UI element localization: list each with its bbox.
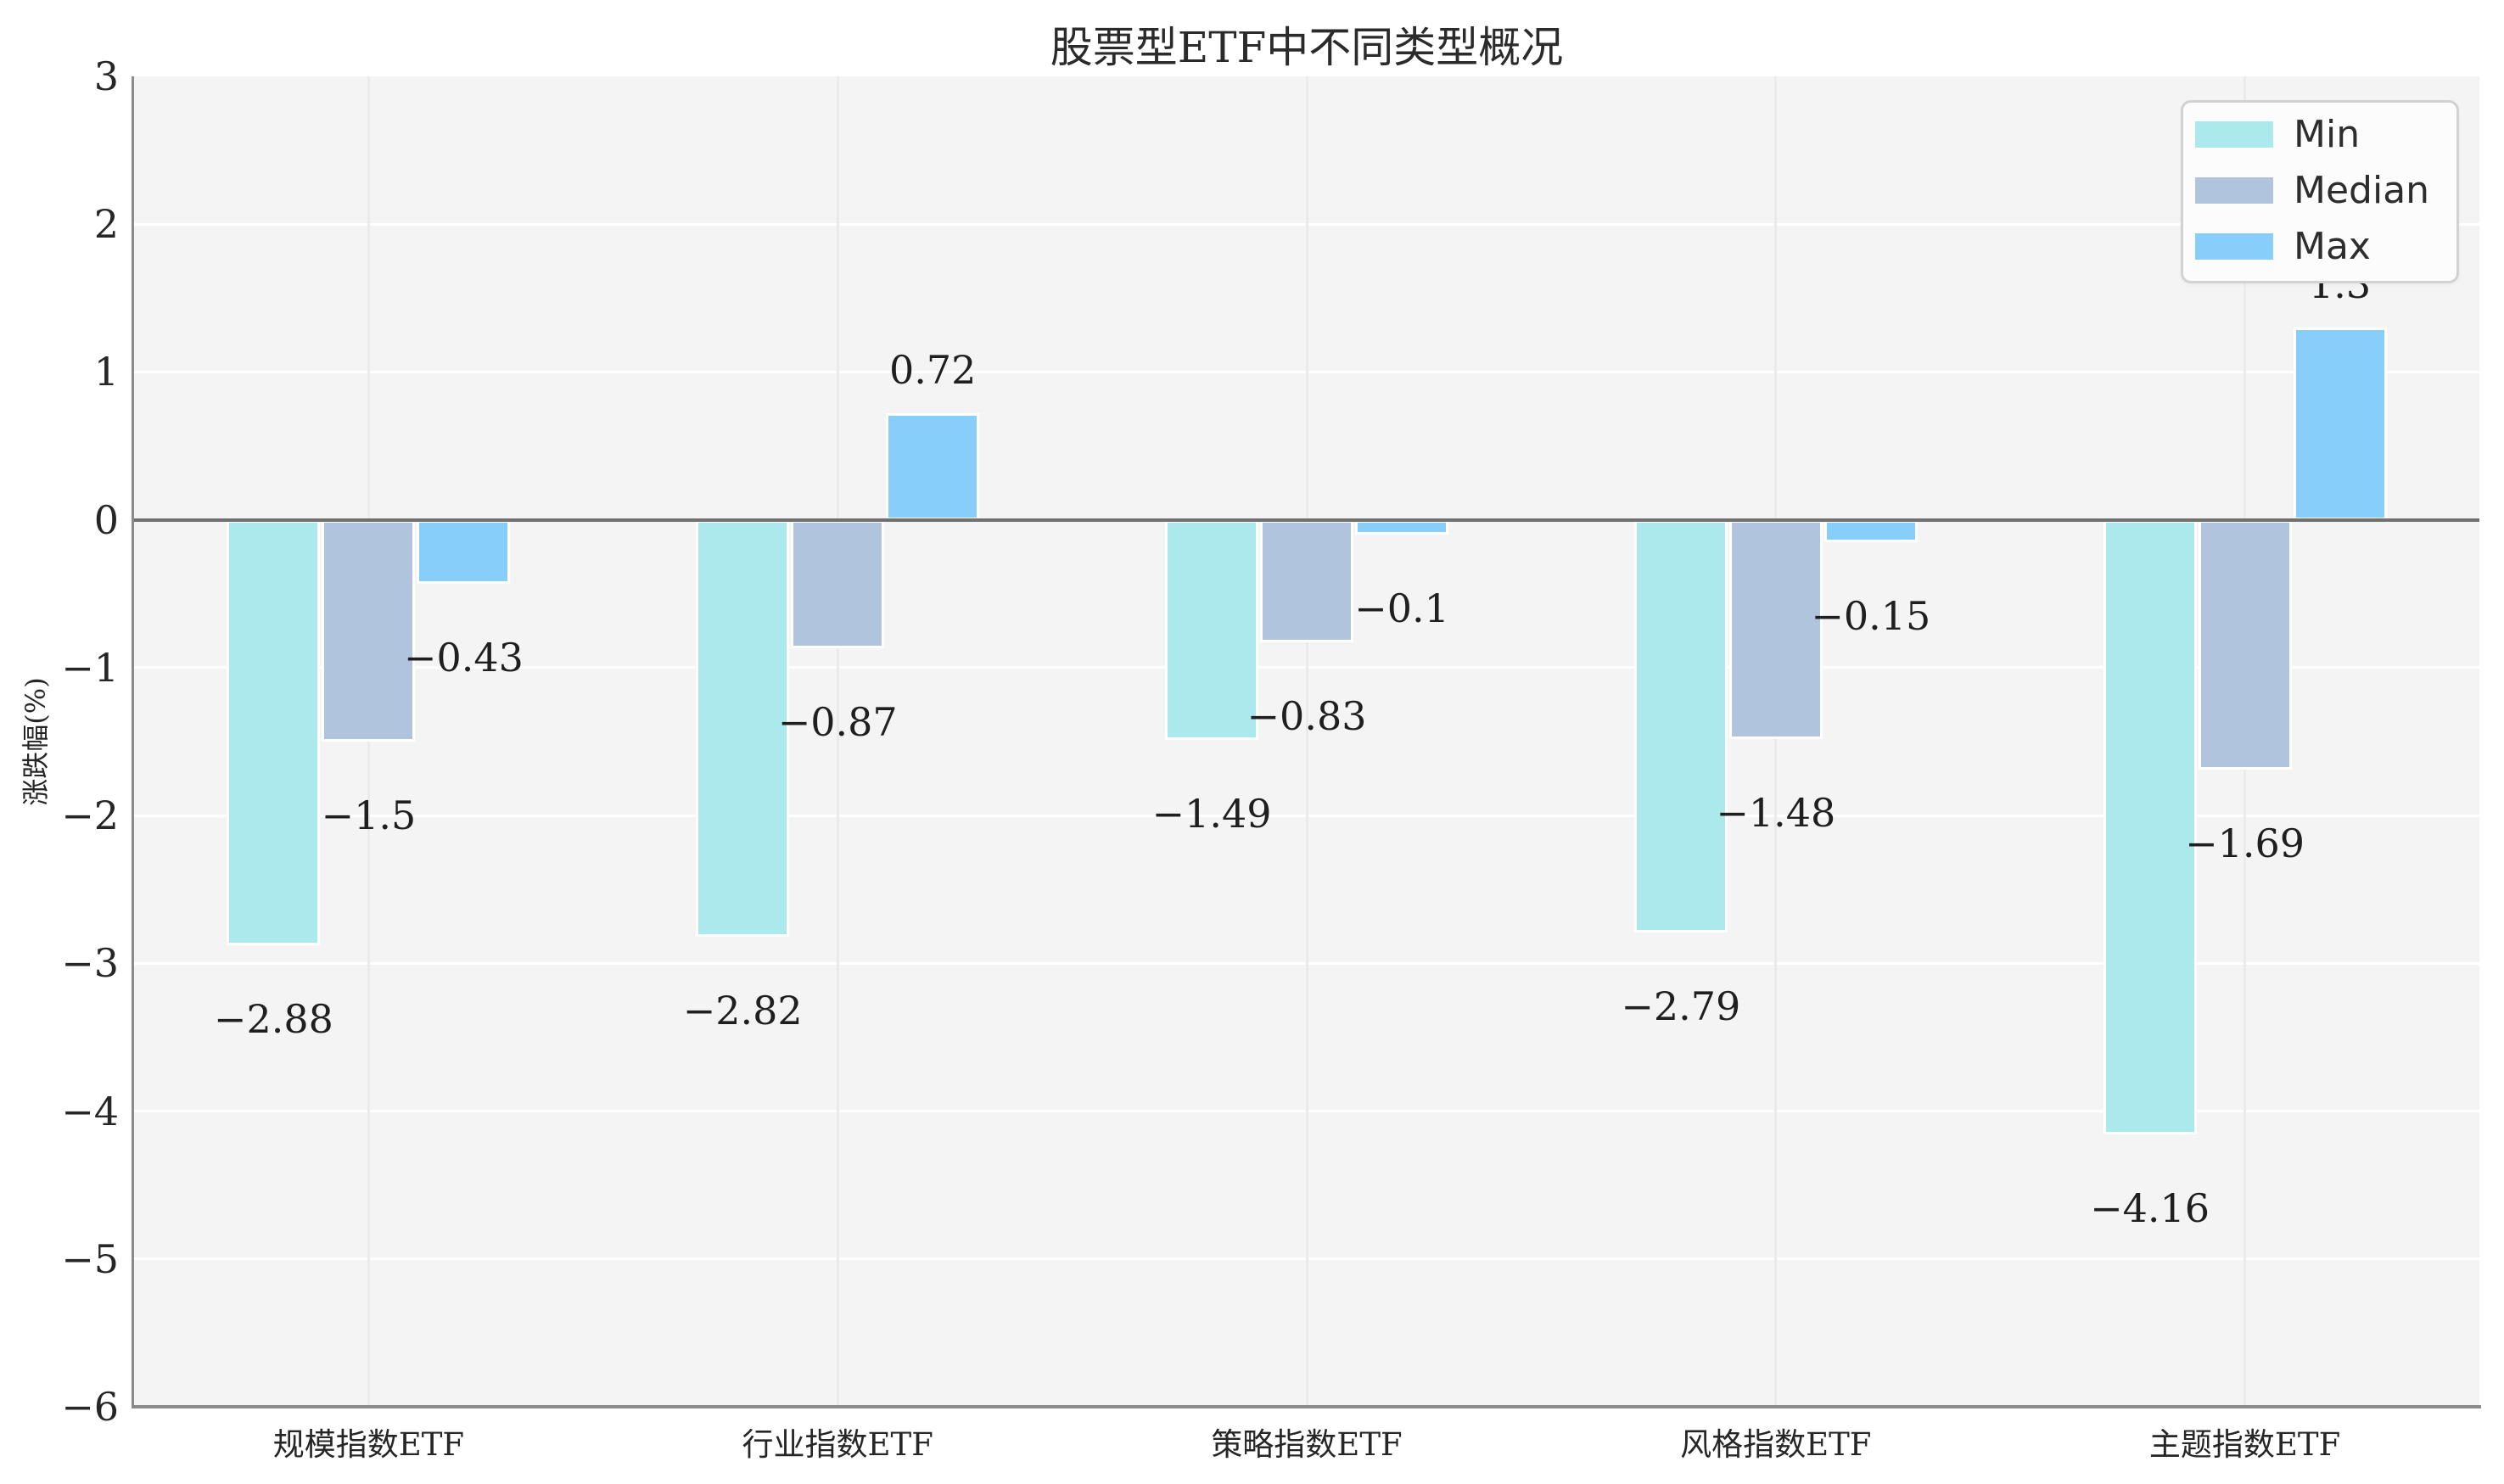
x-tick-label-主题指数ETF: 主题指数ETF [2148,1426,2341,1463]
legend: Min Median Max [2181,100,2459,283]
bar-value-label: −0.87 [777,699,898,746]
y-tick-label: 1 [93,349,119,395]
y-tick-label: −5 [61,1235,119,1282]
bar-min-行业指数ETF [696,519,790,937]
bar-value-label: −0.43 [403,634,524,680]
bar-min-风格指数ETF [1633,519,1728,932]
gridline-vertical [836,76,839,1407]
legend-label: Max [2294,224,2371,268]
bar-value-label: −0.83 [1246,693,1367,740]
legend-label: Min [2294,112,2361,156]
bar-value-label: −2.82 [682,987,803,1033]
bar-median-策略指数ETF [1260,519,1353,643]
legend-item-min: Min [2183,106,2456,162]
gridline-vertical [1305,76,1308,1407]
legend-swatch-median [2195,176,2273,204]
bar-value-label: −4.16 [2090,1185,2210,1232]
plot-area: −2.88 −2.82 −1.49 −2.79 −4.16 −1.5 −0.87 −0.83 −… [134,76,2479,1407]
y-tick-label: −2 [61,792,119,839]
y-axis-line [132,76,134,1408]
bar-value-label: −1.49 [1151,791,1272,837]
x-tick-label-规模指数ETF: 规模指数ETF [272,1426,465,1463]
bar-max-行业指数ETF [886,413,980,520]
x-tick-label-行业指数ETF: 行业指数ETF [742,1426,933,1463]
bar-value-label: −1.5 [321,792,417,838]
y-tick-label: −1 [61,644,119,691]
bar-median-规模指数ETF [322,519,416,742]
bar-median-风格指数ETF [1728,519,1823,739]
zero-line [134,518,2479,522]
y-tick-label: 3 [93,53,119,99]
bar-value-label: −1.69 [2185,820,2305,867]
bar-value-label: −2.88 [213,996,333,1043]
y-tick-label: 0 [93,496,119,543]
y-axis-label: 涨跌幅(%) [20,677,52,806]
bar-min-规模指数ETF [227,519,321,946]
bar-min-策略指数ETF [1165,519,1258,741]
y-tick-label: −4 [61,1088,119,1134]
legend-label: Median [2294,168,2430,212]
x-tick-label-策略指数ETF: 策略指数ETF [1211,1426,1403,1463]
bar-value-label: 0.72 [888,347,977,394]
chart-title: 股票型ETF中不同类型概况 [1050,23,1564,72]
x-tick-label-风格指数ETF: 风格指数ETF [1680,1426,1872,1463]
legend-item-median: Median [2183,162,2456,218]
bar-max-风格指数ETF [1823,519,1918,542]
x-axis-line [132,1405,2481,1408]
bar-median-行业指数ETF [791,519,885,649]
bar-value-label: −0.15 [1811,592,1931,639]
bar-median-主题指数ETF [2198,519,2292,770]
bar-min-主题指数ETF [2103,519,2197,1135]
gridline-vertical [1774,76,1778,1407]
bar-value-label: −1.48 [1716,789,1836,836]
bar-value-label: −0.1 [1354,585,1449,632]
legend-swatch-min [2195,120,2273,148]
legend-item-max: Max [2183,218,2456,274]
bar-max-主题指数ETF [2293,328,2387,520]
bar-value-label: −2.79 [1621,983,1741,1029]
bar-max-规模指数ETF [417,519,511,584]
gridline-vertical [367,76,370,1407]
y-tick-label: −3 [61,940,119,987]
y-tick-label: 2 [93,201,119,248]
legend-swatch-max [2195,232,2273,260]
y-tick-label: −6 [61,1384,119,1430]
bar-max-策略指数ETF [1355,519,1448,535]
